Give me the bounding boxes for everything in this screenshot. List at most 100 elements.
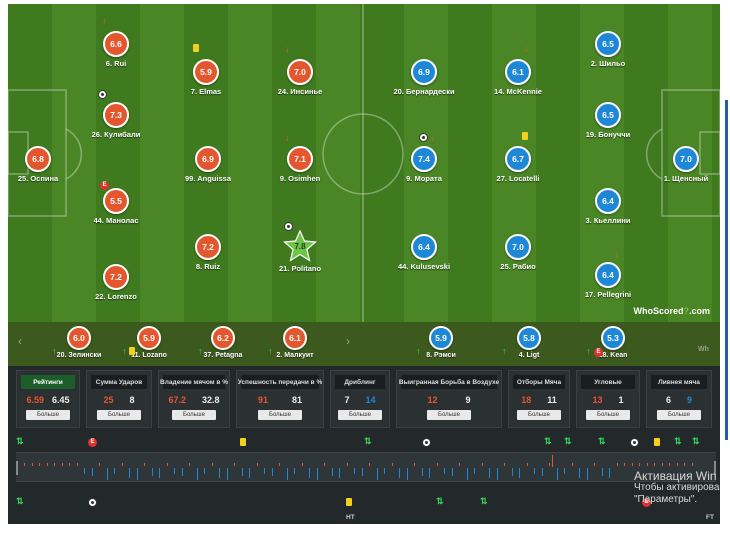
player-away[interactable]: 6.4 17. Pellegrini [558,262,658,299]
player-home[interactable]: 5.9 7. Elmas [156,59,256,96]
player-away[interactable]: 7.0 1. Щенсный [636,146,720,183]
player-away[interactable]: 6.7 27. Locatelli [468,146,568,183]
player-away[interactable]: 6.5 19. Бонуччи [558,102,658,139]
more-button[interactable]: Больше [517,410,561,420]
player-home[interactable]: 7.0 24. Инсинье [250,59,350,96]
timeline-tick [609,468,610,478]
player-home[interactable]: 7.2 8. Ruiz [158,234,258,271]
player-name: 22. Lorenzo [95,292,137,301]
rating-badge: 6.4 [595,262,621,288]
timeline-tick [496,468,498,480]
stat-dribbles[interactable]: Дриблинг 7 14 Больше [330,370,390,428]
timeline-tick [234,463,235,466]
timeline-tick [309,468,310,478]
rating-badge: 6.4 [595,188,621,214]
sub-player-home[interactable]: 6.0 20. Зелински [44,326,114,359]
timeline-tick [676,463,678,466]
stat-corners[interactable]: Угловые 13 1 Больше [576,370,640,428]
timeline-tick [474,468,475,474]
stat-possession[interactable]: Владение мячом в % 67.2 32.8 Больше [158,370,230,428]
player-away[interactable]: 6.1 14. McKennie [468,59,568,96]
timeline-tick [459,463,460,466]
player-home[interactable]: 6.9 99. Anguissa [158,146,258,183]
player-name: 99. Anguissa [185,174,231,183]
rating-badge: 6.5 [595,31,621,57]
timeline-tick [211,463,213,466]
stat-total-shots[interactable]: Сумма Ударов 25 8 Больше [86,370,152,428]
player-away[interactable]: 6.4 44. Kulusevski [374,234,474,271]
sub-off-arrow-icon: ↓ [430,133,435,143]
sub-player-away[interactable]: 5.9 8. Рэмси [406,326,476,359]
rating-badge: 5.9 [193,59,219,85]
sub-player-away[interactable]: 5.3 18. Kean [578,326,648,359]
stat-dispossessed[interactable]: Ливнея мяча 6 9 Больше [646,370,712,428]
sub-player-home[interactable]: 6.1 2. Малкуит [260,326,330,359]
timeline-tick [249,468,250,478]
timeline-tick [339,468,340,478]
player-home-motm[interactable]: 7.8 21. Politano [250,229,350,273]
player-name: 4. Ligt [518,352,540,359]
sub-player-home[interactable]: 5.9 11. Lozano [114,326,184,359]
substitution-icon: ⇅ [564,436,572,446]
next-arrow-icon[interactable]: › [346,334,350,348]
sub-player-away[interactable]: 5.8 4. Ligt [494,326,564,359]
more-button[interactable]: Больше [258,410,302,420]
more-button[interactable]: Больше [657,410,701,420]
windows-activation-watermark: Активация Win Чтобы активирова "Параметр… [634,469,720,505]
player-name: 2. Малкуит [276,352,314,359]
more-button[interactable]: Больше [97,410,141,420]
sub-off-arrow-icon: ↓ [102,15,107,25]
player-away[interactable]: 6.4 3. Кьеллини [558,188,658,225]
timeline-tick [444,468,445,474]
player-away[interactable]: 6.5 2. Шильо [558,31,658,68]
stat-ratings[interactable]: Рейтинги 6.59 6.45 Больше [16,370,80,428]
player-name: 37. Petagna [203,352,243,359]
timeline-tick [279,463,280,466]
stat-aerials-won[interactable]: Выигранная Борьба в Воздухе 12 9 Больше [396,370,502,428]
stat-pass-accuracy[interactable]: Успешность передачи в % 91 81 Больше [236,370,324,428]
player-away[interactable]: 6.9 20. Бернардески [374,59,474,96]
player-home[interactable]: 6.6 6. Rui [66,31,166,68]
match-timeline[interactable] [16,452,716,482]
stat-away-value: 6.45 [52,395,70,405]
timeline-tick [84,468,85,474]
player-home[interactable]: 7.3 26. Кулибали [66,102,166,139]
player-away[interactable]: 7.4 9. Мората [374,146,474,183]
timeline-tick [136,468,138,480]
timeline-tick [526,463,528,466]
substitution-icon: ⇅ [544,436,552,446]
stat-tackles[interactable]: Отборы Мяча 18 11 Больше [508,370,570,428]
player-home[interactable]: 5.5 44. Манолас [66,188,166,225]
sub-on-arrow-icon: ↑ [52,346,57,356]
stat-title: Выигранная Борьба в Воздухе [399,375,499,389]
timeline-tick [99,463,100,466]
player-name: 1. Щенсный [663,174,709,183]
timeline-tick [414,463,415,466]
rating-badge: 7.3 [103,102,129,128]
timeline-tick [76,463,78,466]
player-home[interactable]: 6.8 25. Оспина [8,146,88,183]
substitution-icon: ⇅ [692,436,700,446]
more-button[interactable]: Больше [338,410,382,420]
more-button[interactable]: Больше [26,410,70,420]
prev-arrow-icon[interactable]: ‹ [18,334,22,348]
sub-on-arrow-icon: ↑ [268,346,273,356]
timeline-tick [271,468,273,476]
player-name: 25. Оспина [17,174,59,183]
timeline-tick [106,468,108,480]
rating-badge: 6.1 [505,59,531,85]
more-button[interactable]: Больше [172,410,216,420]
stat-title: Угловые [581,375,635,389]
more-button[interactable]: Больше [427,410,471,420]
timeline-tick [639,463,640,466]
timeline-tick [616,463,618,466]
timeline-end-marker [714,461,716,475]
player-home[interactable]: 7.1 9. Osimhen [250,146,350,183]
timeline-tick [219,468,220,478]
sub-player-home[interactable]: 6.2 37. Petagna [188,326,258,359]
timeline-tick [264,468,265,474]
player-away[interactable]: 7.0 25. Рабио [468,234,568,271]
timeline-tick [601,468,603,476]
player-home[interactable]: 7.2 22. Lorenzo [66,264,166,301]
more-button[interactable]: Больше [586,410,630,420]
